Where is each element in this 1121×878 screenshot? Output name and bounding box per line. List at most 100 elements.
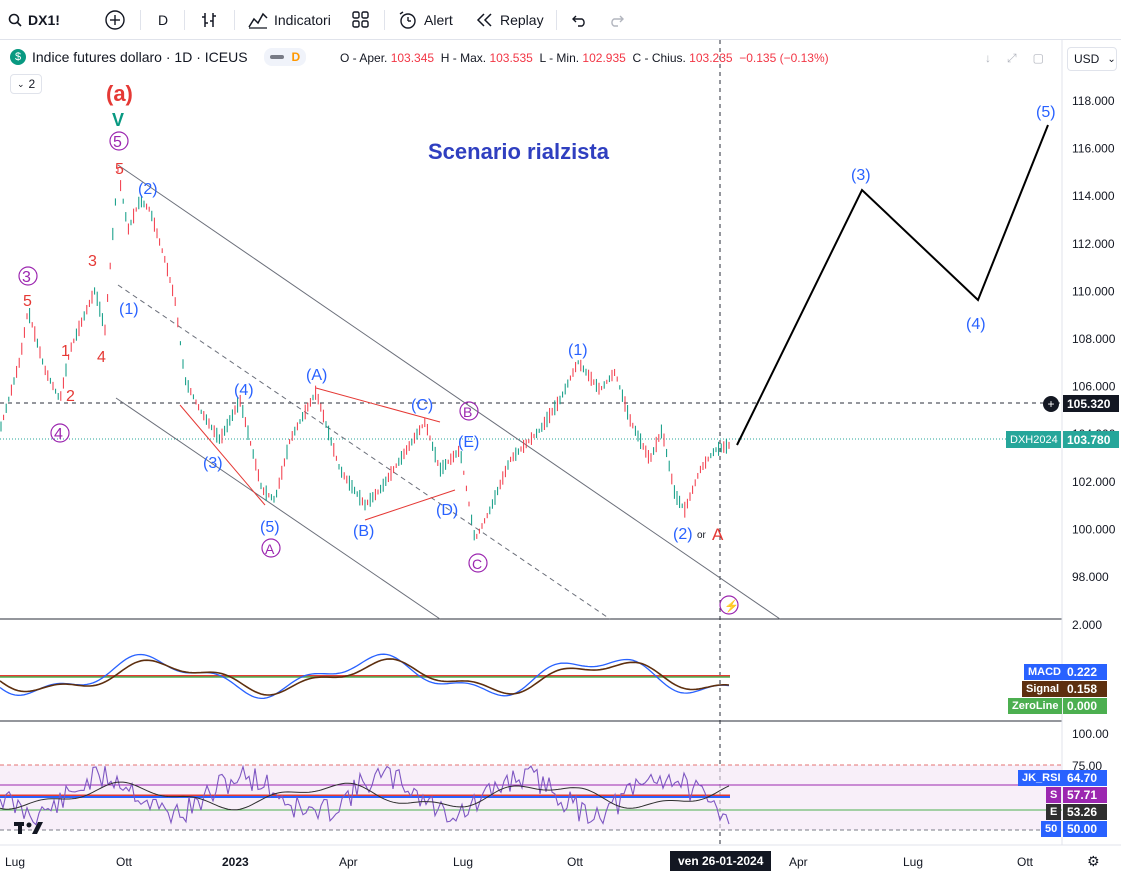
wave-label: (A) [306, 367, 327, 384]
wave-label: 4 [54, 426, 63, 443]
rsi-line [0, 764, 730, 826]
top-toolbar: DX1! D Indicatori Alert Replay [0, 0, 1121, 40]
indicators-label: Indicatori [274, 12, 331, 28]
rsi-50-value: 50.00 [1063, 821, 1107, 837]
compare-button[interactable] [104, 8, 126, 32]
price-axis-label: 114.000 [1072, 189, 1115, 203]
settings-gear-icon[interactable]: ⚙ [1087, 853, 1100, 869]
d-badge: D [291, 50, 301, 64]
wave-label: (1) [568, 342, 588, 359]
replay-button[interactable]: Replay [476, 8, 544, 32]
symbol-search[interactable]: DX1! [8, 8, 60, 32]
redo-button[interactable] [608, 8, 626, 32]
rsi-s-value: 57.71 [1063, 787, 1107, 803]
bars-chart-icon [202, 13, 216, 27]
maximize-icon[interactable]: ⤢ [1007, 51, 1017, 65]
wave-label: (4) [966, 316, 986, 333]
rsi-50-label: 50 [1041, 821, 1062, 837]
interval-label: D [158, 12, 169, 28]
wave-label: (3) [851, 167, 871, 184]
square-icon[interactable]: ▢ [1032, 51, 1044, 65]
wave-label: 5 [115, 161, 124, 178]
wave-label: 4 [97, 349, 106, 366]
price-axis-label: 102.000 [1072, 475, 1116, 489]
wave-label: A [712, 525, 724, 544]
wave-label: (E) [458, 434, 479, 451]
rsi-smoothed-line [0, 781, 730, 811]
price-axis-label: 110.000 [1072, 284, 1115, 298]
or-label: or [697, 530, 707, 541]
macd-line [0, 653, 730, 700]
wave-label: (3) [203, 455, 223, 472]
channel-upper-line [117, 164, 781, 620]
wave-label: 5 [113, 134, 122, 151]
chart-type-button[interactable] [200, 8, 218, 32]
price-axis-label: 118.000 [1072, 94, 1115, 108]
replay-label: Replay [500, 12, 544, 28]
wave-label: 5 [23, 293, 32, 310]
time-label: Lug [453, 855, 474, 869]
triangle-lower-line [364, 489, 456, 521]
wave-label: A [265, 541, 275, 557]
undo-icon [572, 15, 585, 27]
lightning-icon: ⚡ [724, 599, 739, 613]
indicators-button[interactable]: Indicatori [248, 8, 331, 32]
price-axis-label: 106.000 [1072, 380, 1116, 394]
templates-button[interactable] [352, 8, 370, 32]
interval-button[interactable]: D [158, 8, 168, 32]
time-label: Apr [339, 855, 358, 869]
alarm-clock-icon [399, 11, 416, 29]
projection-path [736, 124, 1049, 446]
wave-label: 2 [66, 388, 75, 405]
rsi-axis-label: 75.00 [1072, 759, 1102, 773]
channel-lower-line [115, 397, 441, 620]
currency-select[interactable]: USD ⌄ [1067, 47, 1117, 71]
symbol-price-tag: 103.780 [1063, 431, 1119, 448]
chevron-down-icon: ⌄ [1107, 53, 1116, 65]
price-axis[interactable]: 118.000 116.000 114.000 112.000 110.000 108.0… [1072, 94, 1116, 584]
wave-label: B [463, 404, 472, 420]
add-plus-icon[interactable]: + [1043, 396, 1059, 412]
wave-label: (5) [260, 519, 280, 536]
wave-label: 3 [88, 253, 97, 270]
rsi-s-label: S [1046, 787, 1062, 803]
time-label: 2023 [222, 855, 249, 869]
signal-line [0, 658, 730, 696]
wave-label: C [472, 556, 482, 572]
ohlc-values: O - Aper. 103.345 H - Max. 103.535 L - M… [340, 51, 829, 65]
plus-circle-icon [105, 10, 125, 30]
wave-label: 1 [61, 343, 70, 360]
layers-count: 2 [28, 77, 36, 91]
search-icon [8, 13, 22, 27]
alert-label: Alert [424, 12, 453, 28]
signal-label: Signal [1022, 681, 1064, 697]
rewind-icon [476, 13, 492, 27]
zeroline-value: 0.000 [1063, 698, 1107, 714]
wave-label: (D) [436, 502, 458, 519]
channel-mid-line [117, 284, 611, 620]
price-axis-label: 108.000 [1072, 332, 1116, 346]
wave-label: (4) [234, 382, 254, 399]
wave-label: (2) [138, 181, 158, 198]
macd-label: MACD [1024, 664, 1065, 680]
scenario-title: Scenario rialzista [428, 139, 610, 164]
undo-button[interactable] [570, 8, 588, 32]
alert-button[interactable]: Alert [398, 8, 453, 32]
price-axis-label: 100.000 [1072, 522, 1116, 536]
wedge-line [179, 404, 266, 506]
triangle-upper-line [315, 387, 441, 423]
arrow-down-icon[interactable]: ↓ [985, 51, 991, 65]
time-label: Ott [1017, 855, 1034, 869]
rsi-e-value: 53.26 [1063, 804, 1107, 820]
rsi-axis-label: 100.00 [1072, 727, 1109, 741]
symbol-tag: DXH2024 [1006, 431, 1061, 448]
price-axis-label: 112.000 [1072, 237, 1115, 251]
time-label: Ott [567, 855, 584, 869]
legend-title[interactable]: Indice futures dollaro · 1D · ICEUS [32, 49, 248, 65]
crosshair-price-tag: 105.320 [1063, 395, 1119, 412]
chevron-down-icon: ⌄ [17, 78, 25, 89]
rsi-label: JK_RSI [1018, 770, 1065, 786]
time-label: Apr [789, 855, 808, 869]
layers-toggle[interactable]: ⌄ 2 [10, 74, 43, 94]
